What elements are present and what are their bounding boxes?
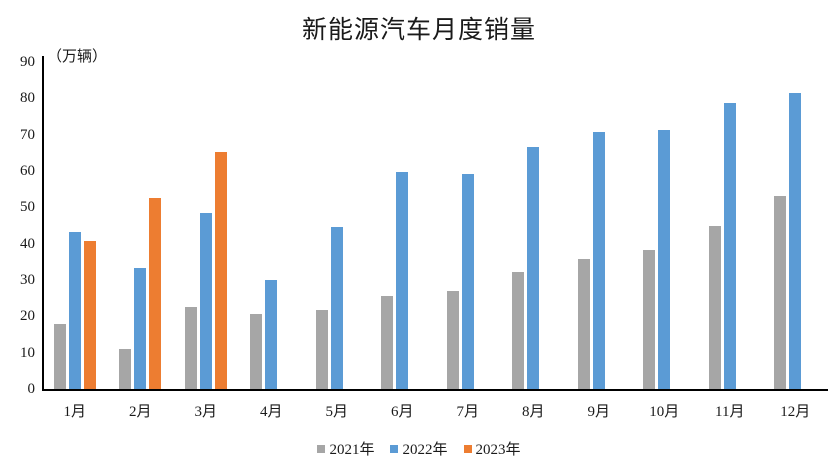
bar-2022年-4月 bbox=[265, 280, 278, 389]
legend: 2021年 2022年 2023年 bbox=[0, 438, 838, 459]
category-group-3月 bbox=[173, 62, 239, 389]
y-axis-tick-label: 90 bbox=[20, 54, 35, 70]
bar-2022年-10月 bbox=[658, 129, 671, 389]
category-group-6月 bbox=[370, 62, 436, 389]
y-axis-tick-label: 10 bbox=[20, 344, 35, 361]
bar-2021年-4月 bbox=[250, 314, 263, 389]
x-axis-label: 10月 bbox=[649, 404, 680, 420]
x-axis-label: 4月 bbox=[259, 404, 283, 420]
bar-2022年-11月 bbox=[723, 103, 736, 389]
legend-label: 2022年 bbox=[402, 442, 448, 458]
category-group-4月 bbox=[239, 62, 305, 389]
bar-2021年-3月 bbox=[184, 306, 197, 389]
bar-2021年-12月 bbox=[774, 196, 787, 389]
bar-2022年-8月 bbox=[527, 147, 540, 389]
y-axis-tick-label: 0 bbox=[27, 381, 36, 397]
bar-2021年-6月 bbox=[381, 296, 394, 389]
plot-area bbox=[42, 62, 828, 391]
bar-2022年-5月 bbox=[330, 226, 343, 389]
legend-swatch-icon bbox=[390, 444, 399, 453]
category-group-8月 bbox=[501, 62, 567, 389]
y-axis-tick-label: 70 bbox=[20, 126, 35, 143]
bar-2023年-3月 bbox=[214, 151, 227, 389]
bar-2021年-2月 bbox=[119, 349, 132, 389]
bar-2022年-3月 bbox=[199, 213, 212, 389]
legend-label: 2023年 bbox=[475, 442, 521, 458]
bar-2022年-2月 bbox=[134, 267, 147, 389]
category-group-5月 bbox=[304, 62, 370, 389]
legend-swatch-icon bbox=[463, 444, 472, 453]
y-axis-line bbox=[42, 56, 44, 389]
bar-2021年-9月 bbox=[577, 259, 590, 389]
y-axis-unit-label: （万辆） bbox=[47, 49, 108, 65]
y-axis-tick-label: 50 bbox=[20, 199, 35, 216]
x-axis-label: 6月 bbox=[390, 404, 414, 420]
bar-2022年-6月 bbox=[396, 172, 409, 389]
legend-swatch-icon bbox=[317, 444, 326, 453]
bar-2022年-7月 bbox=[461, 173, 474, 389]
category-group-10月 bbox=[632, 62, 698, 389]
y-axis-tick-label: 40 bbox=[20, 235, 35, 252]
x-axis-label: 1月 bbox=[63, 404, 86, 420]
bar-2021年-1月 bbox=[53, 323, 66, 389]
y-axis-tick-label: 30 bbox=[20, 272, 35, 288]
category-group-7月 bbox=[435, 62, 501, 389]
legend-item-2022年: 2022年 bbox=[390, 438, 448, 459]
bar-2023年-2月 bbox=[149, 198, 162, 389]
bar-2022年-9月 bbox=[592, 131, 605, 389]
x-axis-label: 11月 bbox=[715, 404, 745, 420]
legend-label: 2021年 bbox=[329, 442, 375, 458]
bar-2023年-1月 bbox=[83, 240, 96, 389]
category-group-2月 bbox=[108, 62, 174, 389]
x-axis-label: 8月 bbox=[521, 404, 545, 420]
x-axis-label: 3月 bbox=[194, 404, 217, 420]
x-axis-label: 12月 bbox=[780, 404, 811, 420]
chart-title: 新能源汽车月度销量 bbox=[301, 17, 536, 44]
y-axis-tick-label: 20 bbox=[20, 308, 35, 325]
y-axis-tick-label: 60 bbox=[20, 163, 35, 179]
category-group-12月 bbox=[763, 62, 829, 389]
bar-2021年-10月 bbox=[643, 249, 656, 389]
y-axis-tick-label: 80 bbox=[20, 90, 35, 107]
x-axis-label: 9月 bbox=[587, 404, 610, 420]
legend-item-2021年: 2021年 bbox=[317, 438, 374, 459]
bar-2021年-11月 bbox=[708, 225, 721, 389]
x-axis-label: 7月 bbox=[456, 404, 479, 420]
legend-item-2023年: 2023年 bbox=[463, 438, 521, 459]
category-group-9月 bbox=[566, 62, 632, 389]
bar-2021年-7月 bbox=[446, 290, 459, 389]
x-axis-label: 5月 bbox=[325, 404, 348, 420]
category-group-1月 bbox=[42, 62, 108, 389]
bar-2022年-1月 bbox=[68, 232, 81, 389]
bar-2021年-5月 bbox=[315, 310, 328, 389]
bar-2021年-8月 bbox=[512, 272, 525, 389]
bar-2022年-12月 bbox=[789, 93, 802, 389]
category-group-11月 bbox=[697, 62, 763, 389]
x-axis-label: 2月 bbox=[128, 404, 152, 420]
